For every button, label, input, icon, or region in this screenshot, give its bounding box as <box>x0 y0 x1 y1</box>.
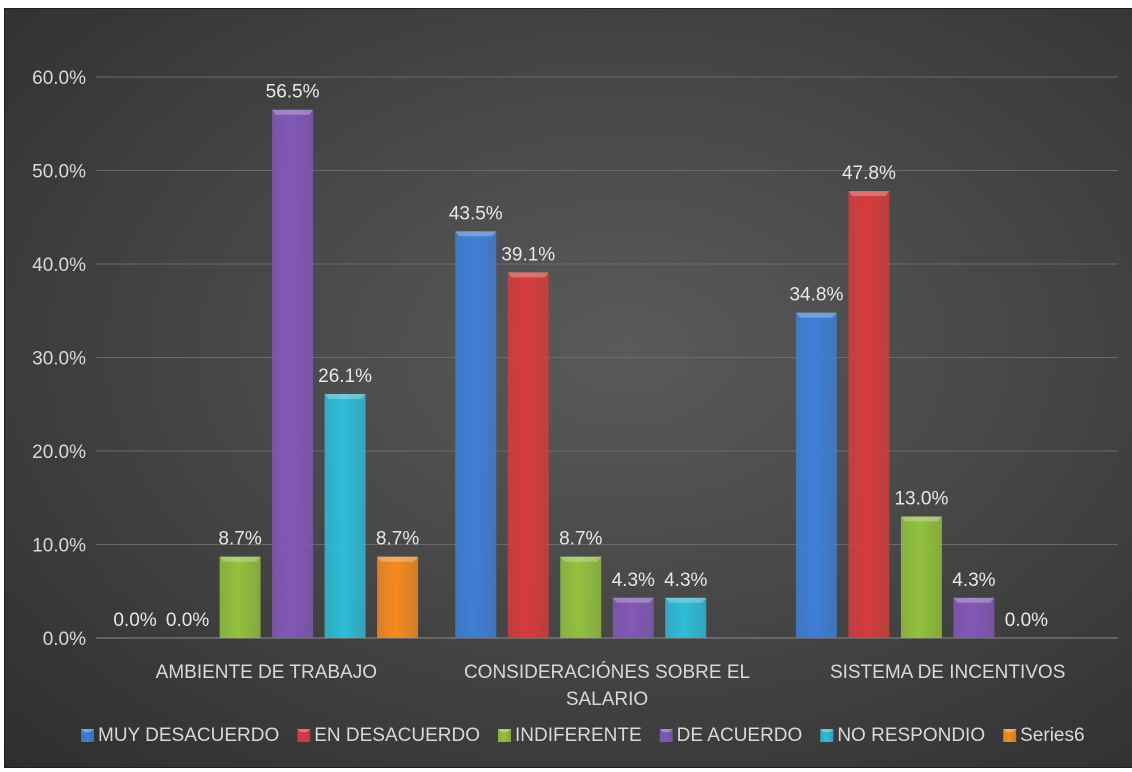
bar <box>900 516 942 638</box>
y-tick-label: 30.0% <box>32 349 86 370</box>
data-label: 47.8% <box>842 163 896 184</box>
bar-bevel <box>795 312 837 318</box>
data-label: 56.5% <box>266 82 320 103</box>
legend-swatch-bevel <box>497 729 511 732</box>
bar-bevel <box>377 556 419 562</box>
y-tick-label: 10.0% <box>32 536 86 557</box>
bar-bevel <box>848 191 890 197</box>
data-label: 4.3% <box>664 570 707 591</box>
legend-swatch-bevel <box>820 729 834 732</box>
legend-swatch <box>497 729 511 742</box>
chart-area <box>4 8 1132 768</box>
bar <box>324 393 366 638</box>
bar <box>848 191 890 638</box>
bar-bevel <box>324 393 366 399</box>
bar <box>560 556 602 638</box>
legend-swatch <box>820 729 834 742</box>
y-tick-label: 0.0% <box>43 629 86 650</box>
data-label: 8.7% <box>218 529 261 550</box>
y-tick-label: 50.0% <box>32 162 86 183</box>
legend-swatch-bevel <box>81 729 94 732</box>
bar-bevel <box>900 516 942 522</box>
bar-bevel <box>219 556 261 562</box>
data-label: 0.0% <box>166 610 209 631</box>
data-label: 13.0% <box>894 488 948 509</box>
bar-bevel <box>612 597 654 603</box>
bar-bevel <box>953 597 995 603</box>
bar <box>272 109 314 639</box>
bar <box>795 312 837 638</box>
bar <box>455 231 497 638</box>
data-label: 8.7% <box>559 529 602 550</box>
bar <box>219 556 261 638</box>
legend-swatch-bevel <box>659 729 673 732</box>
bar-bevel <box>560 556 602 562</box>
bar <box>953 597 995 638</box>
data-label: 0.0% <box>113 610 156 631</box>
data-label: 26.1% <box>318 366 372 387</box>
bar <box>377 556 419 638</box>
data-label: 34.8% <box>789 285 843 306</box>
bar-bevel <box>665 597 707 603</box>
data-label: 8.7% <box>376 529 419 550</box>
x-category-label: SALARIO <box>566 689 648 710</box>
legend-swatch-bevel <box>1003 729 1017 732</box>
legend-swatch <box>1003 729 1017 742</box>
legend-swatch <box>659 729 673 742</box>
legend-swatch-bevel <box>297 729 311 732</box>
data-label: 4.3% <box>952 570 995 591</box>
bar-bevel <box>507 272 549 278</box>
x-category-label: CONSIDERACIÓNES SOBRE EL <box>464 661 750 683</box>
bar-bevel <box>272 109 314 115</box>
y-tick-label: 60.0% <box>32 68 86 89</box>
legend-label: DE ACUERDO <box>677 725 803 746</box>
y-tick-label: 20.0% <box>32 442 86 463</box>
legend-label: MUY DESACUERDO <box>98 725 279 746</box>
x-category-label: AMBIENTE DE TRABAJO <box>156 662 377 683</box>
legend-label: Series6 <box>1020 725 1084 746</box>
data-label: 0.0% <box>1005 610 1048 631</box>
data-label: 4.3% <box>612 570 655 591</box>
bar-bevel <box>455 231 497 237</box>
legend-swatch <box>81 729 94 742</box>
bar <box>507 272 549 638</box>
y-tick-label: 40.0% <box>32 255 86 276</box>
legend-label: NO RESPONDIO <box>837 725 985 746</box>
data-label: 43.5% <box>449 203 503 224</box>
legend-label: INDIFERENTE <box>515 725 642 746</box>
legend-label: EN DESACUERDO <box>314 725 480 746</box>
bar <box>612 597 654 638</box>
bar <box>665 597 707 638</box>
data-label: 39.1% <box>501 244 555 265</box>
x-category-label: SISTEMA DE INCENTIVOS <box>830 662 1065 683</box>
legend-swatch <box>297 729 311 742</box>
